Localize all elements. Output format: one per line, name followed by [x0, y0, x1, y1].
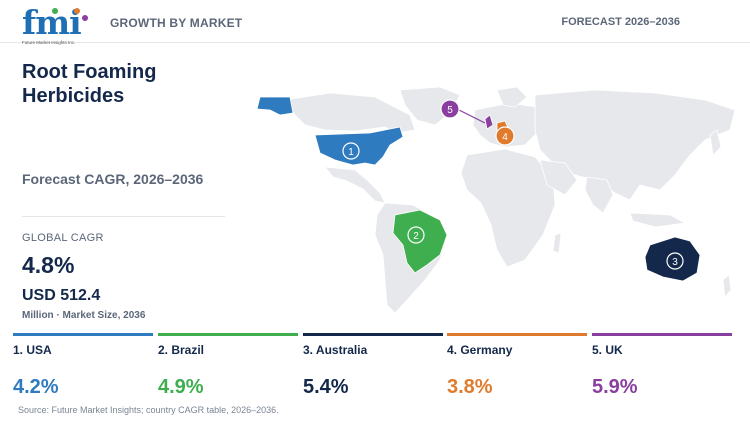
marker-brazil[interactable]: 2	[407, 226, 425, 244]
india-shape	[584, 176, 614, 214]
uk-color-bar	[592, 333, 732, 336]
logo-text: fmi	[22, 3, 82, 42]
country-card-germany[interactable]: 4. Germany 3.8%	[447, 333, 587, 398]
marker-usa-rank: 1	[348, 147, 354, 158]
source-note: Source: Future Market Insights; country …	[18, 405, 279, 415]
header-growth-label: GROWTH BY MARKET	[110, 16, 243, 30]
marker-australia[interactable]: 3	[666, 252, 684, 270]
divider	[22, 216, 225, 217]
market-size-unit: Million · Market Size, 2036	[22, 310, 146, 321]
page-title: Root Foaming Herbicides	[22, 61, 157, 107]
land-masses	[284, 86, 736, 314]
europe-shape	[472, 102, 546, 148]
brazil-cagr: 4.9%	[158, 376, 204, 398]
australia-shape	[644, 236, 701, 282]
indonesia-shape	[629, 212, 687, 228]
logo-dot-green	[52, 8, 58, 14]
global-cagr-value: 4.8%	[22, 252, 75, 278]
market-size-value: USD 512.4	[22, 287, 101, 304]
germany-cagr: 3.8%	[447, 376, 493, 398]
canada-shape	[284, 92, 416, 134]
marker-uk[interactable]: 5	[440, 99, 460, 119]
brazil-label: 2. Brazil	[158, 343, 205, 357]
uk-shape	[484, 114, 494, 130]
marker-germany[interactable]: 4	[495, 126, 515, 146]
marker-usa[interactable]: 1	[342, 142, 360, 160]
marker-uk-rank: 5	[447, 105, 453, 116]
country-card-australia[interactable]: 3. Australia 5.4%	[303, 333, 443, 398]
germany-color-bar	[447, 333, 587, 336]
forecast-subtitle: Forecast CAGR, 2026–2036	[22, 171, 204, 187]
usa-label: 1. USA	[13, 343, 52, 357]
marker-germany-rank: 4	[502, 132, 508, 143]
usa-shape	[314, 126, 404, 166]
marker-brazil-rank: 2	[413, 231, 419, 242]
germany-label: 4. Germany	[447, 343, 513, 357]
new-zealand-shape	[722, 274, 732, 298]
country-card-uk[interactable]: 5. UK 5.9%	[592, 333, 732, 398]
scandinavia-shape	[496, 86, 528, 108]
global-cagr-label: GLOBAL CAGR	[22, 232, 104, 244]
africa-shape	[460, 148, 556, 268]
australia-color-bar	[303, 333, 443, 336]
marker-australia-rank: 3	[672, 257, 678, 268]
world-map: 1 2 3 4 5	[256, 86, 736, 314]
logo-dot-orange	[74, 8, 80, 14]
country-card-usa[interactable]: 1. USA 4.2%	[13, 333, 153, 398]
australia-label: 3. Australia	[303, 343, 368, 357]
header: fmi Future Market Insights Inc. GROWTH B…	[0, 0, 750, 45]
japan-shape	[709, 129, 722, 156]
brazil-color-bar	[158, 333, 298, 336]
country-card-brazil[interactable]: 2. Brazil 4.9%	[158, 333, 298, 398]
uk-cagr: 5.9%	[592, 376, 638, 398]
logo-dot-purple	[82, 15, 88, 21]
alaska-shape	[256, 96, 294, 116]
usa-color-bar	[13, 333, 153, 336]
logo-subtext: Future Market Insights Inc.	[22, 40, 76, 45]
usa-cagr: 4.2%	[13, 376, 59, 398]
madagascar-shape	[552, 232, 562, 254]
arabia-shape	[539, 159, 578, 196]
uk-label: 5. UK	[592, 343, 623, 357]
mexico-shape	[324, 166, 386, 204]
australia-cagr: 5.4%	[303, 376, 349, 398]
header-forecast-label: FORECAST 2026–2036	[561, 16, 680, 28]
uk-connector	[456, 108, 486, 124]
fmi-logo[interactable]: fmi Future Market Insights Inc.	[22, 6, 94, 48]
